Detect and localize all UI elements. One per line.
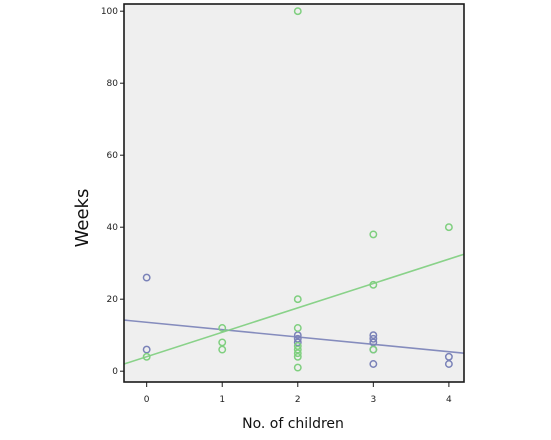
y-tick-label: 40 — [107, 223, 119, 233]
data-point — [369, 345, 378, 354]
data-point — [369, 331, 378, 340]
data-point — [293, 338, 302, 347]
y-axis-title: Weeks — [72, 189, 93, 248]
x-tick-label: 0 — [144, 395, 150, 405]
fit-lines — [123, 253, 465, 365]
y-tick-label: 0 — [112, 367, 118, 377]
data-point — [293, 349, 302, 358]
data-point — [218, 324, 227, 332]
data-point — [369, 360, 378, 368]
fit-line — [123, 319, 465, 354]
x-tick-label: 4 — [446, 395, 452, 405]
plot-area — [124, 4, 464, 382]
data-point — [142, 273, 151, 282]
data-points — [142, 7, 453, 372]
data-point — [142, 345, 151, 354]
x-axis-title: No. of children — [242, 416, 344, 432]
data-point — [293, 331, 302, 340]
data-point — [293, 7, 302, 16]
data-point — [293, 345, 302, 354]
data-point — [444, 352, 453, 361]
x-tick-label: 2 — [295, 395, 301, 405]
data-point — [293, 295, 302, 304]
fit-line — [123, 253, 465, 365]
y-axis: 0 20 40 60 80 100 — [101, 7, 124, 377]
y-tick-label: 100 — [101, 7, 118, 17]
data-point — [369, 334, 378, 343]
y-tick-label: 60 — [107, 151, 119, 161]
data-point — [293, 334, 302, 343]
plot-frame — [123, 3, 465, 383]
data-point — [218, 338, 227, 347]
data-point — [444, 360, 453, 368]
data-point — [369, 230, 378, 239]
data-point — [293, 324, 302, 332]
data-point — [369, 280, 378, 289]
x-axis: 0 1 2 3 4 — [144, 382, 452, 405]
data-point — [142, 352, 151, 361]
x-tick-label: 1 — [219, 395, 225, 405]
y-tick-label: 20 — [107, 295, 119, 305]
data-point — [293, 352, 302, 361]
x-tick-label: 3 — [370, 395, 376, 405]
data-point — [444, 223, 453, 232]
data-point — [293, 363, 302, 372]
data-point — [369, 338, 378, 347]
data-point — [293, 342, 302, 350]
y-tick-label: 80 — [107, 79, 119, 89]
data-point — [218, 345, 227, 354]
